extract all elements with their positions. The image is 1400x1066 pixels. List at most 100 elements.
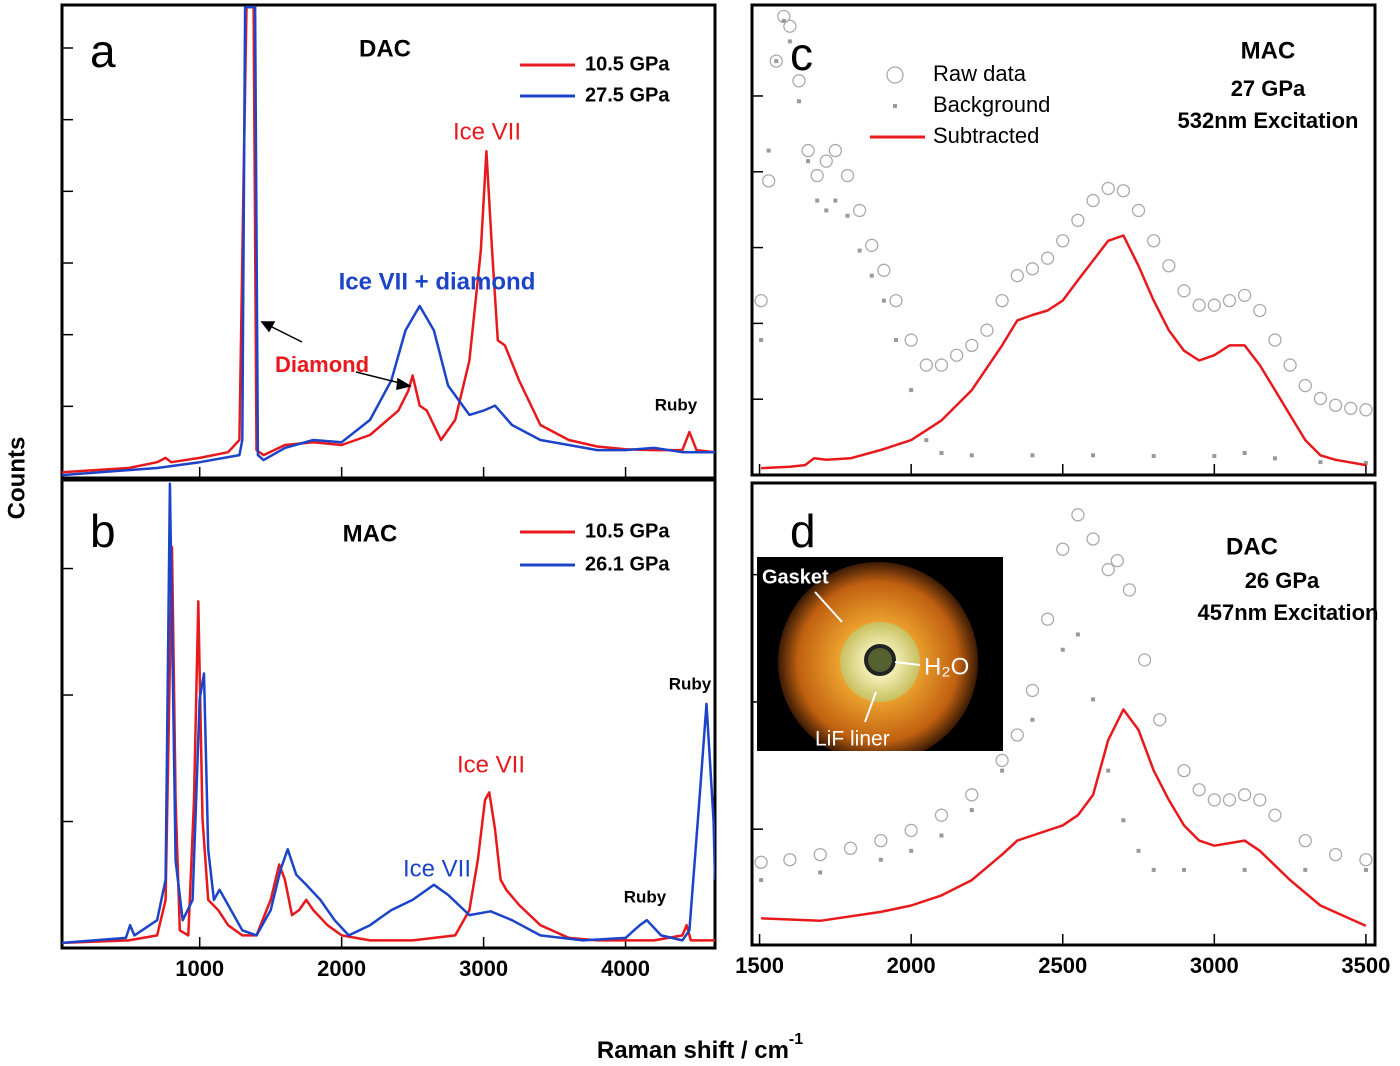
data-point (759, 338, 764, 343)
data-point (1101, 181, 1115, 196)
inset-label: H₂O (924, 653, 969, 680)
data-point (806, 159, 811, 164)
inset-label: Gasket (762, 566, 829, 588)
legend-label: Background (933, 92, 1050, 117)
data-point (1313, 391, 1328, 406)
series-line (761, 234, 1367, 470)
data-point (869, 273, 874, 278)
data-point (1025, 683, 1040, 698)
data-point (1056, 234, 1070, 248)
data-point (1177, 763, 1191, 778)
data-point (1000, 768, 1005, 773)
data-point (1253, 303, 1267, 318)
data-point (874, 833, 888, 848)
legend-label: 26.1 GPa (585, 553, 670, 575)
data-point (1151, 454, 1156, 459)
data-point (1151, 867, 1156, 872)
data-point (1040, 612, 1055, 626)
data-point (1162, 259, 1176, 273)
data-point (781, 18, 786, 23)
data-point (1237, 788, 1252, 802)
data-point (843, 841, 858, 855)
data-point (1071, 508, 1085, 522)
data-point (762, 174, 776, 188)
annotation: Diamond (275, 352, 369, 377)
data-point (833, 198, 838, 203)
data-point (1207, 298, 1221, 312)
x-tick-label: 2500 (1038, 953, 1087, 978)
plot-area (754, 508, 1373, 928)
data-point (924, 438, 929, 443)
annotation: Ruby (624, 887, 667, 906)
data-point (865, 238, 879, 252)
data-point (1030, 717, 1035, 722)
arrows (260, 321, 413, 390)
inset-arrow (864, 691, 877, 723)
x-axis-label: Raman shift / cm-1 (597, 1031, 803, 1064)
data-point (1359, 403, 1373, 417)
data-point (1212, 454, 1217, 459)
data-point (1298, 378, 1312, 393)
x-axis-label-text: Raman shift / cm (597, 1037, 789, 1064)
plot-area (62, 5, 715, 477)
series-line (62, 5, 715, 474)
x-tick-label: 2000 (887, 953, 936, 978)
x-tick-label: 3500 (1341, 953, 1390, 978)
plot-area (62, 482, 715, 945)
data-point (1030, 453, 1035, 458)
inset-arrow (814, 591, 843, 623)
data-point (1237, 288, 1252, 302)
data-point (796, 99, 801, 104)
data-point (810, 168, 824, 183)
plot-frame (60, 3, 717, 480)
plot-frame (60, 478, 717, 950)
data-point (754, 855, 768, 869)
data-point (1091, 697, 1096, 702)
data-point (1071, 213, 1085, 227)
legend-swatch (886, 66, 904, 84)
data-point (1207, 793, 1221, 807)
data-point (818, 870, 823, 875)
annotation: Ice VII (403, 855, 471, 882)
data-point (1056, 542, 1070, 556)
data-point (1122, 583, 1137, 597)
data-point (813, 847, 827, 862)
data-point (852, 203, 867, 218)
data-point (909, 388, 914, 393)
annotation: DAC (1226, 533, 1278, 560)
data-point (965, 788, 979, 802)
data-point (783, 19, 797, 33)
data-point (1137, 653, 1152, 667)
data-point (1106, 768, 1111, 773)
sample (864, 644, 896, 676)
data-point (1010, 268, 1024, 283)
data-point (1222, 293, 1237, 308)
x-tick-label: 1000 (175, 956, 224, 981)
data-point (1010, 728, 1024, 742)
data-point (819, 154, 833, 168)
annotation: d (790, 505, 816, 557)
plot-frame (750, 481, 1377, 947)
data-point (759, 878, 764, 883)
data-point (904, 823, 918, 838)
data-point (894, 338, 899, 343)
data-point (787, 39, 792, 44)
plot-area (754, 9, 1373, 470)
data-point (909, 848, 914, 853)
annotation: Ruby (655, 395, 698, 414)
data-point (1344, 401, 1358, 415)
data-point (1110, 553, 1124, 568)
inset-arrow (894, 661, 921, 666)
legend-swatch (893, 104, 897, 108)
data-point (995, 753, 1009, 768)
data-point (1242, 867, 1247, 872)
data-point (845, 213, 850, 218)
data-point (1086, 193, 1100, 208)
x-tick-label: 2000 (317, 956, 366, 981)
data-point (766, 148, 771, 153)
data-point (1177, 284, 1191, 298)
x-tick-label: 3000 (459, 956, 508, 981)
data-point (1075, 632, 1080, 637)
annotation: MAC (343, 520, 398, 547)
arrow (355, 371, 405, 385)
